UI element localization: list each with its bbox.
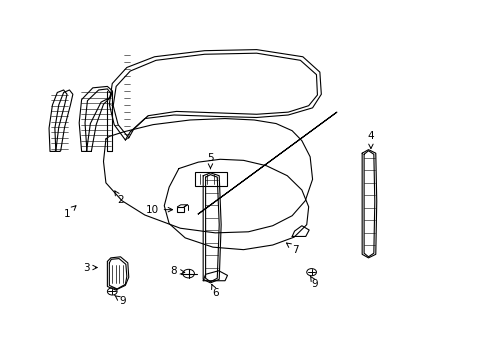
Text: 10: 10 [145,204,172,215]
Text: 8: 8 [170,266,184,276]
Bar [195,172,226,186]
Text: 1: 1 [63,206,76,219]
Text: 9: 9 [309,276,318,289]
Text: 2: 2 [115,191,123,204]
Bar [177,207,184,212]
Text: 3: 3 [83,262,97,273]
Text: 6: 6 [211,284,218,297]
Text: 7: 7 [286,243,298,255]
Text: 5: 5 [207,153,213,168]
Text: 9: 9 [114,295,126,306]
Text: 4: 4 [367,131,373,149]
